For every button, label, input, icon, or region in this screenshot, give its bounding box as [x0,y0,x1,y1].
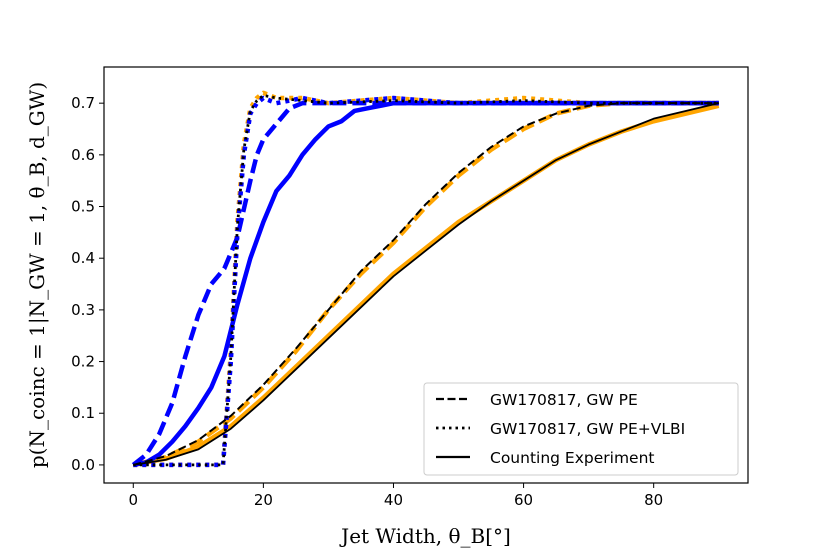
y-axis-label-text: p(N_coinc = 1|N_GW = 1, θ_B, d_GW) [25,82,50,468]
series-layer [131,90,720,468]
y-tick-label: 0.1 [71,404,95,422]
legend-label-dashed: GW170817, GW PE [490,391,638,409]
series-line-black-dotted [133,94,719,467]
x-axis-label-text: Jet Width, θ_B[°] [339,524,511,548]
series-line-black-dashed [133,102,719,466]
legend-label-dotted: GW170817, GW PE+VLBI [490,420,685,438]
y-tick-label: 0.0 [71,456,95,474]
x-tick-label: 60 [514,491,533,509]
y-tick-label: 0.5 [71,198,95,216]
legend-label-solid: Counting Experiment [490,449,654,467]
series-line-black-solid [133,102,719,466]
x-tick-label: 0 [128,491,138,509]
x-tick-label: 80 [644,491,663,509]
y-tick-label: 0.6 [71,146,95,164]
x-axis-label: Jet Width, θ_B[°] [339,524,511,548]
x-tick-label: 40 [384,491,403,509]
y-tick-label: 0.7 [71,94,95,112]
y-tick-label: 0.2 [71,353,95,371]
y-axis-label: p(N_coinc = 1|N_GW = 1, θ_B, d_GW) [25,82,50,468]
y-tick-label: 0.4 [71,249,95,267]
legend-box [423,382,739,476]
x-axis-ticks: 0 20 40 60 80 [128,483,663,509]
y-axis-ticks: 0.0 0.1 0.2 0.3 0.4 0.5 0.6 0.7 [71,94,104,474]
x-tick-label: 20 [254,491,273,509]
y-tick-label: 0.3 [71,301,95,319]
plot-frame [103,66,749,484]
series-line-blue-dotted [133,95,719,468]
legend: GW170817, GW PE GW170817, GW PE+VLBI Cou… [423,382,739,476]
